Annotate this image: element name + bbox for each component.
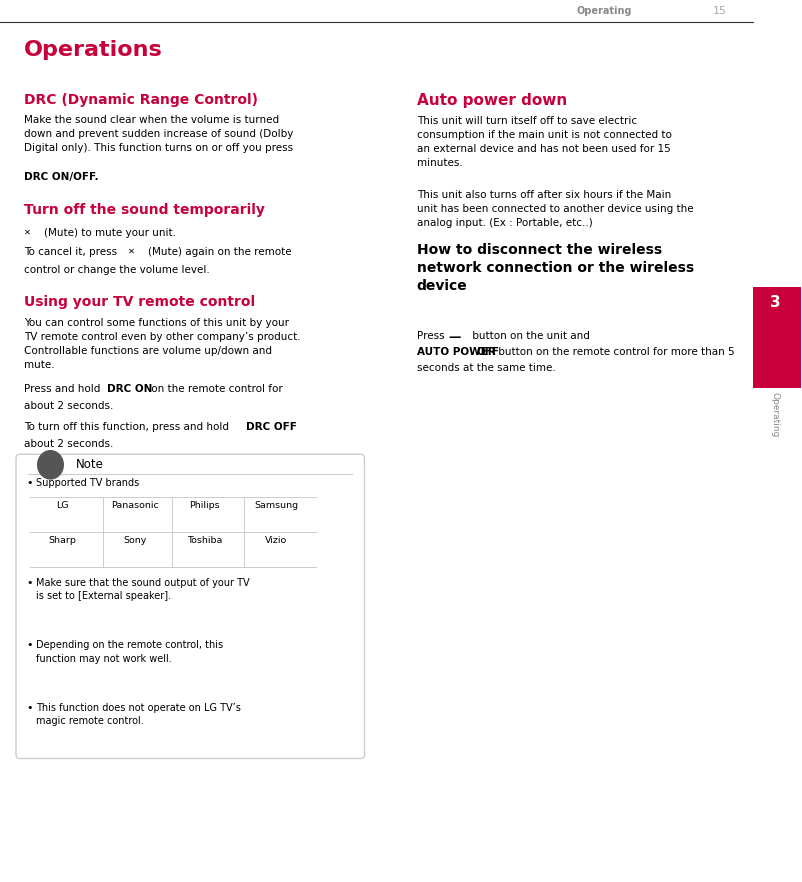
Text: Supported TV brands: Supported TV brands bbox=[36, 478, 139, 488]
Text: Sony: Sony bbox=[123, 536, 146, 545]
Text: How to disconnect the wireless
network connection or the wireless
device: How to disconnect the wireless network c… bbox=[416, 243, 693, 294]
Text: Vizio: Vizio bbox=[265, 536, 287, 545]
Text: Make sure that the sound output of your TV
is set to [External speaker].: Make sure that the sound output of your … bbox=[36, 578, 249, 601]
Text: seconds at the same time.: seconds at the same time. bbox=[416, 363, 555, 372]
Text: Press: Press bbox=[416, 331, 447, 340]
Text: AUTO POWER: AUTO POWER bbox=[416, 347, 495, 356]
Text: (Mute) to mute your unit.: (Mute) to mute your unit. bbox=[44, 228, 176, 237]
Text: DRC OFF: DRC OFF bbox=[245, 422, 297, 431]
Text: on the remote control for: on the remote control for bbox=[148, 384, 282, 393]
Text: ✕: ✕ bbox=[24, 228, 31, 236]
Text: Toshiba: Toshiba bbox=[186, 536, 221, 545]
Text: OFF: OFF bbox=[476, 347, 499, 356]
Text: •: • bbox=[26, 640, 33, 650]
Text: about 2 seconds.: about 2 seconds. bbox=[24, 401, 113, 411]
Text: Samsung: Samsung bbox=[254, 501, 298, 510]
Text: !: ! bbox=[48, 458, 53, 467]
Text: DRC ON/OFF.: DRC ON/OFF. bbox=[24, 172, 99, 182]
Text: To cancel it, press: To cancel it, press bbox=[24, 247, 120, 257]
Text: —: — bbox=[448, 331, 460, 344]
Text: button on the remote control for more than 5: button on the remote control for more th… bbox=[495, 347, 734, 356]
Text: Turn off the sound temporarily: Turn off the sound temporarily bbox=[24, 203, 265, 217]
Text: •: • bbox=[26, 478, 33, 488]
Text: To turn off this function, press and hold: To turn off this function, press and hol… bbox=[24, 422, 232, 431]
Text: •: • bbox=[26, 578, 33, 587]
Text: This unit also turns off after six hours if the Main
unit has been connected to : This unit also turns off after six hours… bbox=[416, 190, 692, 228]
Text: Operating: Operating bbox=[576, 6, 631, 16]
FancyBboxPatch shape bbox=[752, 287, 800, 388]
Circle shape bbox=[38, 451, 63, 479]
Text: button on the unit and: button on the unit and bbox=[468, 331, 592, 340]
Text: Sharp: Sharp bbox=[48, 536, 76, 545]
Text: Auto power down: Auto power down bbox=[416, 93, 566, 108]
FancyBboxPatch shape bbox=[16, 454, 364, 759]
Text: This unit will turn itself off to save electric
consumption if the main unit is : This unit will turn itself off to save e… bbox=[416, 116, 670, 168]
Text: Operations: Operations bbox=[24, 40, 163, 60]
Text: Operating: Operating bbox=[770, 392, 779, 437]
Text: DRC (Dynamic Range Control): DRC (Dynamic Range Control) bbox=[24, 93, 257, 107]
Text: 3: 3 bbox=[769, 295, 780, 310]
Text: Make the sound clear when the volume is turned
down and prevent sudden increase : Make the sound clear when the volume is … bbox=[24, 115, 296, 153]
Text: about 2 seconds.: about 2 seconds. bbox=[24, 439, 113, 449]
Text: Using your TV remote control: Using your TV remote control bbox=[24, 295, 255, 310]
Text: Press and hold: Press and hold bbox=[24, 384, 103, 393]
Text: You can control some functions of this unit by your
TV remote control even by ot: You can control some functions of this u… bbox=[24, 318, 300, 370]
Text: ✕: ✕ bbox=[128, 247, 135, 256]
Text: DRC ON: DRC ON bbox=[107, 384, 152, 393]
Text: Panasonic: Panasonic bbox=[111, 501, 158, 510]
Text: Depending on the remote control, this
function may not work well.: Depending on the remote control, this fu… bbox=[36, 640, 223, 663]
Text: •: • bbox=[26, 703, 33, 713]
Text: This function does not operate on LG TV’s
magic remote control.: This function does not operate on LG TV’… bbox=[36, 703, 241, 726]
Text: (Mute) again on the remote: (Mute) again on the remote bbox=[148, 247, 291, 257]
Text: control or change the volume level.: control or change the volume level. bbox=[24, 265, 209, 274]
Text: Note: Note bbox=[76, 458, 103, 471]
Text: Philips: Philips bbox=[188, 501, 219, 510]
Text: 15: 15 bbox=[712, 6, 726, 16]
Text: LG: LG bbox=[56, 501, 69, 510]
